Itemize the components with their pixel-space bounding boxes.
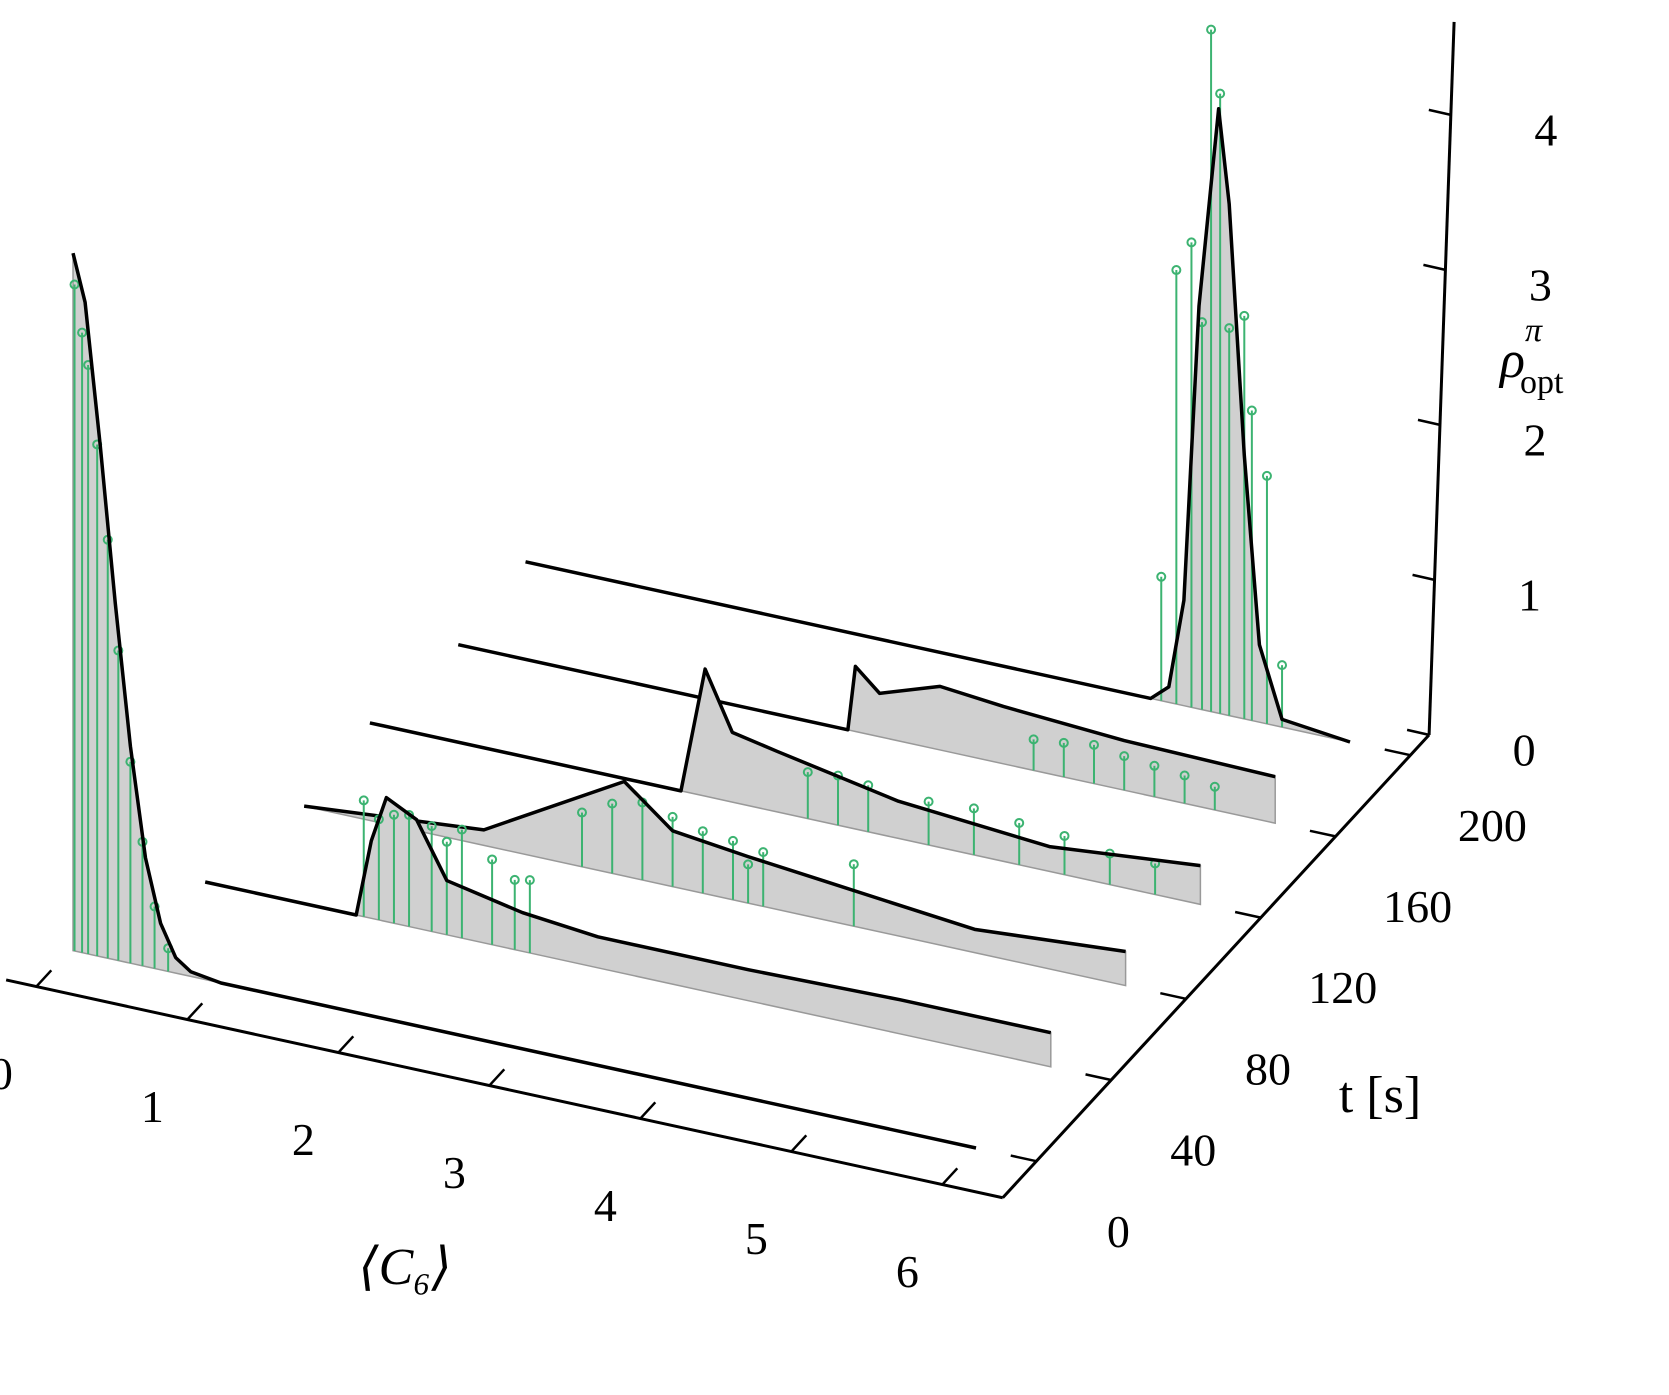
t-tick-label: 200	[1458, 800, 1527, 851]
t-tick	[1085, 1073, 1112, 1082]
stem-head	[509, 874, 520, 885]
stem-head	[758, 847, 769, 858]
stem-head	[487, 854, 498, 865]
stem-head	[728, 835, 738, 846]
z-label-sub: opt	[1520, 364, 1564, 401]
stem-head	[1215, 88, 1226, 99]
t-tick-label: 120	[1308, 962, 1377, 1013]
z-tick-label: 1	[1518, 569, 1541, 620]
z-tick	[1428, 108, 1452, 117]
stem-head	[743, 859, 754, 870]
t-tick-label: 0	[1107, 1206, 1130, 1257]
stem-head	[388, 809, 399, 820]
stem-head	[697, 826, 708, 837]
x-tick	[186, 1002, 204, 1021]
ridge-fill	[525, 108, 1351, 743]
stem-head	[1261, 470, 1272, 481]
stem-head	[524, 875, 535, 886]
stem-head	[667, 811, 678, 822]
stem-head	[802, 767, 813, 778]
ridge-curve	[71, 252, 977, 1150]
z-tick	[1412, 573, 1435, 582]
z-tick	[1417, 418, 1441, 427]
stem-head	[1239, 310, 1250, 321]
z-axis-label: ρπ opt	[1498, 312, 1564, 401]
x-tick-label: 6	[896, 1246, 919, 1297]
stem-head	[1156, 571, 1167, 582]
stem-head	[1186, 237, 1197, 248]
ridge-curve	[369, 667, 1201, 868]
x-tick	[35, 969, 53, 988]
t-tick	[1234, 910, 1262, 919]
t-tick-label: 40	[1170, 1125, 1216, 1176]
stem-head	[1119, 751, 1130, 762]
t-tick	[1384, 748, 1411, 757]
stem-head	[1149, 760, 1160, 771]
x-axis	[5, 978, 1004, 1200]
stem-head	[69, 279, 80, 290]
stem-head	[1059, 830, 1070, 841]
stem-head	[607, 798, 618, 809]
stem-head	[1209, 781, 1220, 792]
x-tick	[337, 1035, 355, 1054]
z-axis	[1427, 21, 1456, 735]
t-tick	[1010, 1154, 1037, 1163]
z-tick-label: 2	[1523, 414, 1546, 465]
x-tick-label: 0	[0, 1048, 13, 1099]
x-tick	[790, 1134, 808, 1153]
z-tick-label: 4	[1534, 104, 1557, 155]
stem-head	[1224, 323, 1235, 334]
stem-head	[1277, 660, 1288, 671]
t-axis-label: t [s]	[1339, 1067, 1421, 1124]
x-tick	[941, 1167, 959, 1186]
ridge-curve	[204, 795, 1052, 1035]
stem-head	[968, 803, 979, 814]
stem-head	[426, 821, 437, 832]
x-tick	[639, 1101, 657, 1120]
stem-head	[1058, 737, 1069, 748]
stem-head	[1171, 265, 1182, 276]
t-tick-label: 80	[1245, 1043, 1291, 1094]
x-tick-label: 4	[594, 1180, 617, 1231]
x-tick-label: 5	[745, 1213, 768, 1264]
x-tick-label: 3	[443, 1147, 466, 1198]
t-tick	[1160, 991, 1187, 1001]
ridge-curve	[457, 642, 1276, 779]
stem-head	[1206, 24, 1217, 35]
z-tick	[1423, 263, 1446, 272]
z-tick	[1406, 728, 1430, 737]
x-tick-label: 1	[141, 1081, 164, 1132]
x-tick-label: 2	[292, 1114, 315, 1165]
ridge-curve	[303, 779, 1126, 954]
t-axis	[1001, 733, 1431, 1199]
ridge-curve	[525, 107, 1351, 744]
z-tick-label: 0	[1513, 724, 1536, 775]
stem-head	[1089, 739, 1099, 750]
t-tick-label: 160	[1383, 881, 1452, 932]
stem-head	[577, 807, 587, 818]
stem-head	[1028, 734, 1039, 745]
z-label-symbol: ρ	[1498, 332, 1525, 389]
stem-head	[923, 796, 934, 807]
stem-head	[1179, 770, 1190, 781]
stem-head	[1246, 405, 1257, 416]
stem-head	[456, 824, 467, 835]
stem-head	[848, 859, 859, 870]
stem-head	[1014, 817, 1025, 828]
x-tick	[488, 1068, 506, 1087]
z-label-sup: π	[1525, 312, 1543, 349]
stem-head	[77, 327, 88, 338]
z-tick-label: 3	[1529, 259, 1552, 310]
stem-head	[441, 836, 452, 847]
stem-head	[358, 795, 369, 806]
t-tick	[1309, 829, 1336, 838]
x-axis-label: ⟨C₆⟩	[358, 1239, 451, 1296]
